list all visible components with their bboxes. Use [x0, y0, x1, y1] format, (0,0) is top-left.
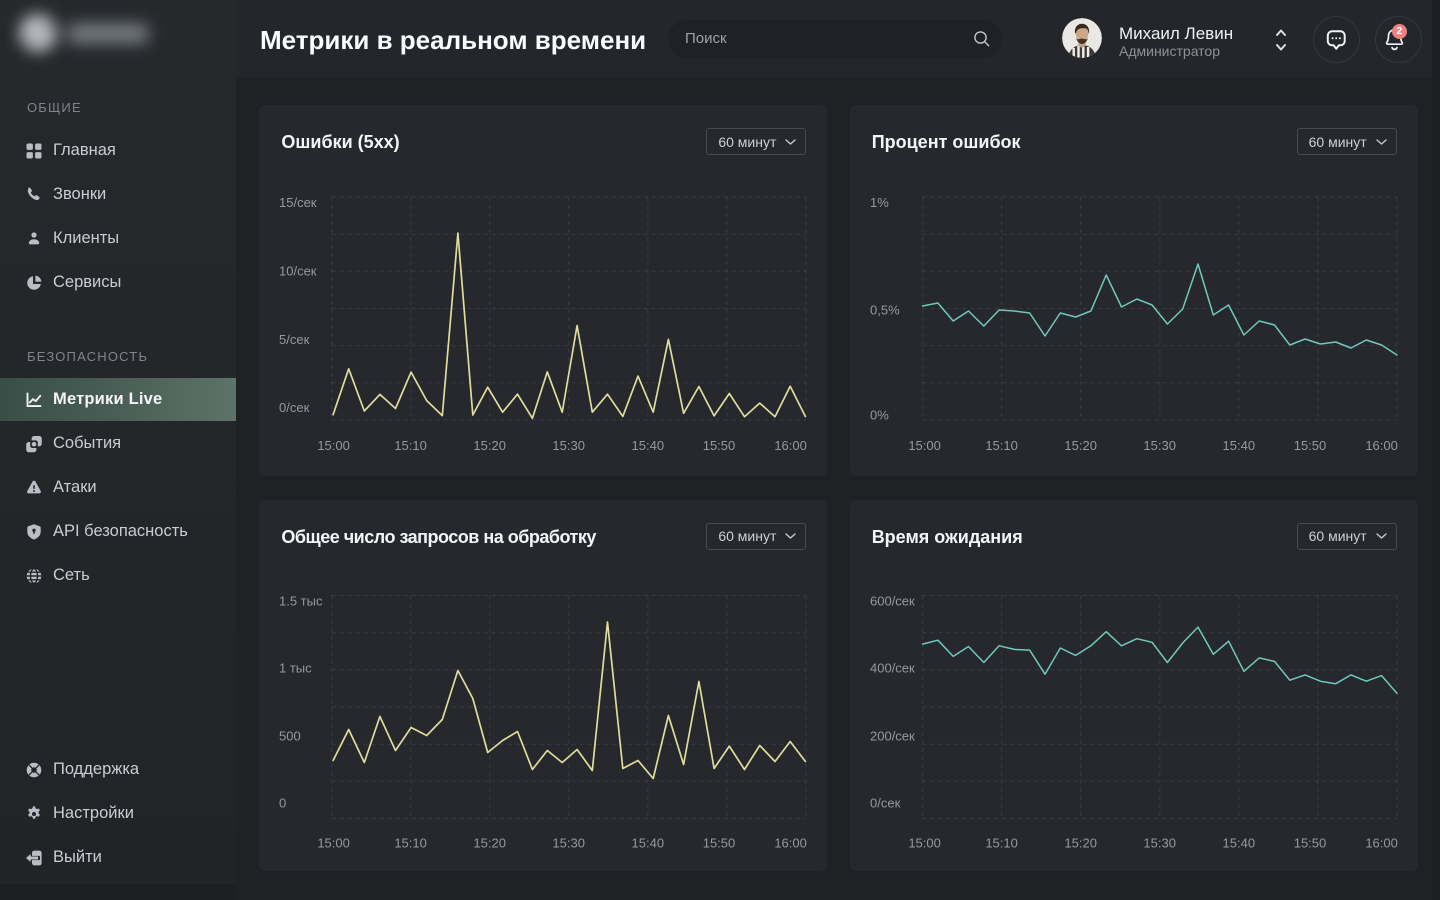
svg-text:15:10: 15:10 — [395, 438, 428, 453]
svg-text:15:20: 15:20 — [1064, 438, 1097, 453]
svg-text:200/сек: 200/сек — [870, 728, 915, 743]
svg-text:15:00: 15:00 — [908, 438, 941, 453]
svg-text:0/сек: 0/сек — [870, 795, 901, 810]
svg-text:15:10: 15:10 — [985, 438, 1018, 453]
svg-text:15:10: 15:10 — [395, 835, 428, 850]
svg-text:0/сек: 0/сек — [279, 400, 310, 415]
svg-text:15:10: 15:10 — [985, 835, 1018, 850]
svg-text:15:50: 15:50 — [1293, 835, 1326, 850]
svg-text:5/сек: 5/сек — [279, 332, 310, 347]
svg-text:0,5%: 0,5% — [870, 303, 900, 318]
svg-text:15:40: 15:40 — [632, 835, 665, 850]
svg-text:16:00: 16:00 — [775, 438, 808, 453]
svg-text:500: 500 — [279, 728, 301, 743]
svg-text:15:30: 15:30 — [553, 835, 586, 850]
svg-text:1%: 1% — [870, 195, 889, 210]
svg-text:15:30: 15:30 — [1143, 835, 1176, 850]
svg-text:16:00: 16:00 — [775, 835, 808, 850]
svg-text:15:00: 15:00 — [908, 835, 941, 850]
svg-text:15:20: 15:20 — [474, 835, 507, 850]
svg-text:15:50: 15:50 — [703, 438, 736, 453]
svg-text:15:40: 15:40 — [1222, 835, 1255, 850]
svg-text:16:00: 16:00 — [1365, 438, 1398, 453]
svg-text:15:50: 15:50 — [703, 835, 736, 850]
svg-text:600/сек: 600/сек — [870, 593, 915, 608]
svg-text:1 тыс: 1 тыс — [279, 660, 312, 675]
svg-text:15:20: 15:20 — [474, 438, 507, 453]
svg-text:10/сек: 10/сек — [279, 263, 317, 278]
svg-text:1.5 тыс: 1.5 тыс — [279, 593, 323, 608]
svg-text:400/сек: 400/сек — [870, 660, 915, 675]
svg-text:15:40: 15:40 — [632, 438, 665, 453]
svg-text:15:00: 15:00 — [318, 835, 351, 850]
svg-text:15:20: 15:20 — [1064, 835, 1097, 850]
svg-text:15:40: 15:40 — [1222, 438, 1255, 453]
svg-text:15/сек: 15/сек — [279, 195, 317, 210]
svg-text:15:30: 15:30 — [553, 438, 586, 453]
svg-text:15:00: 15:00 — [318, 438, 351, 453]
svg-text:15:30: 15:30 — [1143, 438, 1176, 453]
svg-text:15:50: 15:50 — [1293, 438, 1326, 453]
svg-text:16:00: 16:00 — [1365, 835, 1398, 850]
svg-text:0: 0 — [279, 795, 286, 810]
svg-text:0%: 0% — [870, 407, 889, 422]
